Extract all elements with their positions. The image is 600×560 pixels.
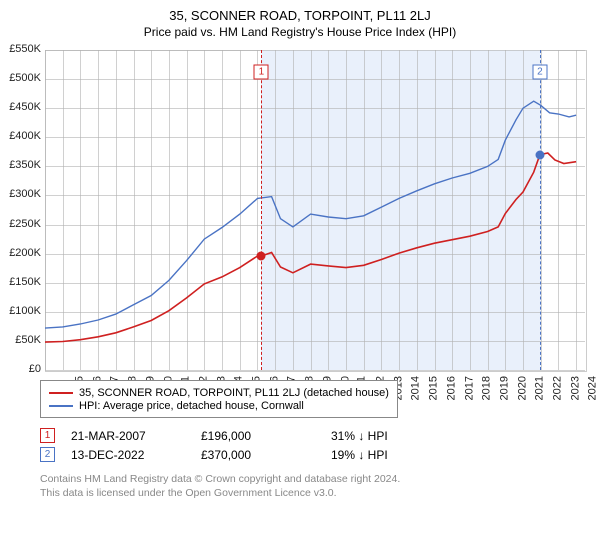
y-tick-label: £0 (1, 363, 41, 375)
attribution: Contains HM Land Registry data © Crown c… (40, 472, 585, 500)
sales-row: 1 21-MAR-2007£196,00031% ↓ HPI (40, 428, 585, 443)
sales-row-marker: 2 (40, 447, 55, 462)
legend-swatch-property (49, 392, 73, 394)
sales-cell-price: £196,000 (201, 429, 331, 443)
chart-area: £0£50K£100K£150K£200K£250K£300K£350K£400… (45, 50, 585, 370)
y-tick-label: £550K (1, 43, 41, 55)
y-tick-label: £500K (1, 72, 41, 84)
sales-cell-delta: 31% ↓ HPI (331, 429, 461, 443)
sale-vline (261, 50, 262, 370)
y-tick-label: £300K (1, 188, 41, 200)
y-tick-label: £100K (1, 305, 41, 317)
legend: 35, SCONNER ROAD, TORPOINT, PL11 2LJ (de… (40, 380, 398, 418)
legend-label-property: 35, SCONNER ROAD, TORPOINT, PL11 2LJ (de… (79, 387, 389, 399)
sales-cell-date: 13-DEC-2022 (71, 448, 201, 462)
sale-vline (540, 50, 541, 370)
legend-row-property: 35, SCONNER ROAD, TORPOINT, PL11 2LJ (de… (49, 387, 389, 399)
chart-footer: 35, SCONNER ROAD, TORPOINT, PL11 2LJ (de… (40, 380, 585, 500)
chart-lines (45, 50, 585, 370)
sale-dot (257, 251, 266, 260)
y-tick-label: £350K (1, 159, 41, 171)
series-hpi (45, 101, 576, 328)
y-tick-label: £250K (1, 218, 41, 230)
sales-cell-delta: 19% ↓ HPI (331, 448, 461, 462)
sales-row: 2 13-DEC-2022£370,00019% ↓ HPI (40, 447, 585, 462)
y-tick-label: £50K (1, 334, 41, 346)
y-tick-label: £200K (1, 247, 41, 259)
sales-cell-price: £370,000 (201, 448, 331, 462)
chart-subtitle: Price paid vs. HM Land Registry's House … (0, 25, 600, 39)
h-gridline (45, 370, 585, 371)
series-property (45, 153, 576, 342)
legend-row-hpi: HPI: Average price, detached house, Corn… (49, 400, 389, 412)
y-tick-label: £150K (1, 276, 41, 288)
y-tick-label: £450K (1, 101, 41, 113)
chart-title: 35, SCONNER ROAD, TORPOINT, PL11 2LJ (0, 0, 600, 23)
sales-row-marker: 1 (40, 428, 55, 443)
legend-swatch-hpi (49, 405, 73, 407)
sales-cell-date: 21-MAR-2007 (71, 429, 201, 443)
y-tick-label: £400K (1, 130, 41, 142)
attrib-line-2: This data is licensed under the Open Gov… (40, 486, 585, 500)
sale-badge: 1 (254, 65, 269, 80)
sale-dot (535, 150, 544, 159)
sale-badge: 2 (532, 65, 547, 80)
sales-table: 1 21-MAR-2007£196,00031% ↓ HPI 2 13-DEC-202… (40, 428, 585, 462)
attrib-line-1: Contains HM Land Registry data © Crown c… (40, 472, 585, 486)
x-tick-label: 2024 (587, 376, 599, 400)
legend-label-hpi: HPI: Average price, detached house, Corn… (79, 400, 304, 412)
